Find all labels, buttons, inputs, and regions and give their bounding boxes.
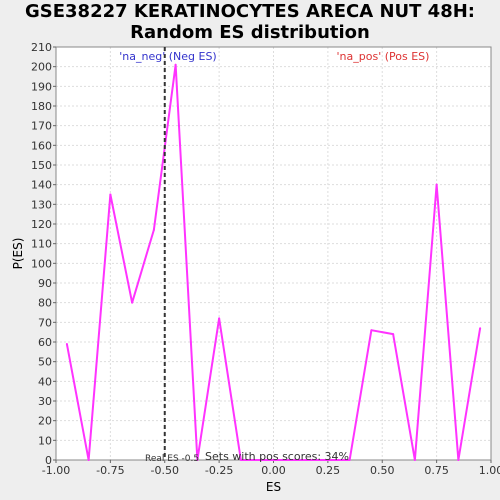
neg-label: 'na_neg' (Neg ES) (119, 50, 216, 63)
y-tick-label: 110 (31, 238, 52, 251)
data-point (326, 459, 329, 461)
chart-title-line-1: GSE38227 KERATINOCYTES ARECA NUT 48H: (25, 1, 475, 22)
chart-title: GSE38227 KERATINOCYTES ARECA NUT 48H: Ra… (0, 1, 500, 43)
data-point (348, 459, 351, 461)
y-axis-label: P(ES) (11, 238, 25, 270)
y-tick-label: 60 (38, 336, 52, 349)
x-tick-label: 0.25 (316, 464, 341, 477)
y-tick-label: 30 (38, 395, 52, 408)
y-tick-label: 180 (31, 100, 52, 113)
y-tick-label: 120 (31, 218, 52, 231)
data-point (174, 63, 177, 66)
y-tick-label: 20 (38, 415, 52, 428)
data-point (305, 459, 308, 461)
x-tick-label: -0.50 (151, 464, 179, 477)
data-point (218, 317, 221, 320)
data-point (392, 333, 395, 336)
chart-title-line-2: Random ES distribution (130, 22, 370, 43)
y-tick-label: 170 (31, 120, 52, 133)
y-tick-label: 200 (31, 61, 52, 74)
data-point (479, 327, 482, 330)
y-tick-label: 90 (38, 277, 52, 290)
y-tick-label: 10 (38, 434, 52, 447)
y-tick-label: 160 (31, 139, 52, 152)
x-tick-label: -0.25 (205, 464, 233, 477)
x-tick-label: 0.75 (424, 464, 449, 477)
data-point (87, 459, 90, 461)
x-tick-label: 0.50 (370, 464, 395, 477)
data-point (131, 301, 134, 304)
data-point (109, 193, 112, 196)
series-line (65, 63, 482, 461)
real-es-label: Real ES -0.5 (145, 454, 199, 464)
data-point (413, 459, 416, 461)
y-tick-label: 130 (31, 198, 52, 211)
data-point (239, 459, 242, 461)
y-tick-label: 50 (38, 356, 52, 369)
data-point (283, 459, 286, 461)
data-point (370, 329, 373, 332)
data-point (457, 459, 460, 461)
x-tick-label: -1.00 (42, 464, 70, 477)
x-tick-label: -0.75 (96, 464, 124, 477)
pos-label: 'na_pos' (Pos ES) (337, 50, 430, 63)
y-tick-label: 210 (31, 41, 52, 54)
x-axis-label: ES (266, 480, 281, 494)
x-tick-label: 1.00 (479, 464, 500, 477)
y-tick-label: 190 (31, 80, 52, 93)
x-tick-label: 0.00 (261, 464, 286, 477)
data-point (65, 342, 68, 345)
data-point (152, 228, 155, 231)
y-tick-label: 40 (38, 375, 52, 388)
data-point (435, 183, 438, 186)
y-tick-label: 70 (38, 316, 52, 329)
data-point (196, 459, 199, 461)
y-tick-label: 140 (31, 179, 52, 192)
y-tick-label: 80 (38, 297, 52, 310)
y-tick-label: 100 (31, 257, 52, 270)
data-point (261, 459, 264, 461)
y-tick-label: 150 (31, 159, 52, 172)
pos-scores-label: Sets with pos scores: 34% (205, 450, 349, 463)
y-tick-label: 0 (45, 454, 52, 467)
